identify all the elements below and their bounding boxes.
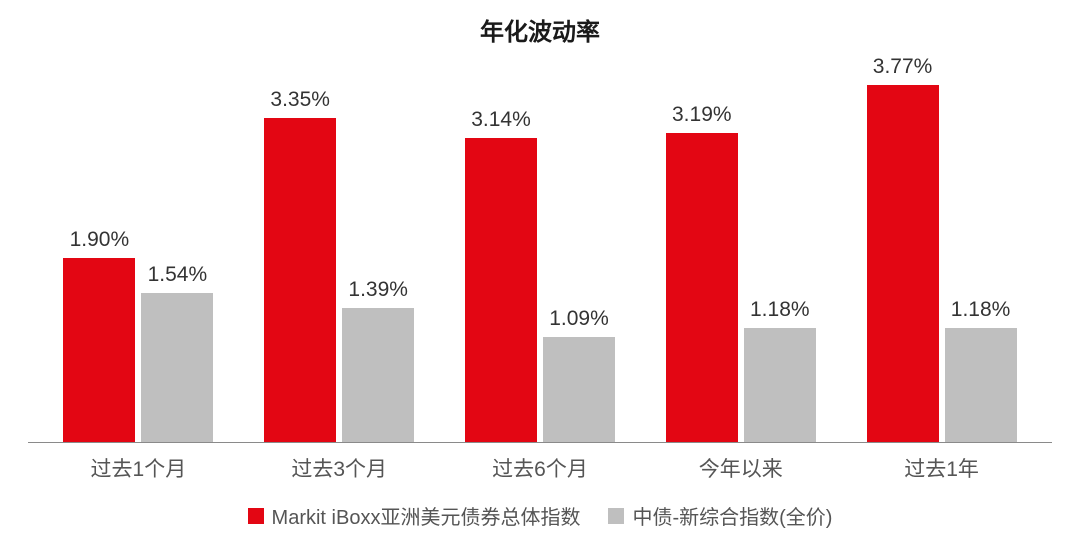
legend-swatch-icon xyxy=(608,508,624,524)
bar-wrapper: 1.39% xyxy=(342,55,414,442)
x-axis: 过去1个月过去3个月过去6个月今年以来过去1年 xyxy=(28,443,1052,483)
legend-label: 中债-新综合指数(全价) xyxy=(632,501,832,530)
bar xyxy=(867,85,939,442)
bar xyxy=(945,328,1017,442)
bar xyxy=(264,118,336,442)
bar-value-label: 1.18% xyxy=(750,298,810,322)
bar-wrapper: 1.09% xyxy=(543,55,615,442)
legend-swatch-icon xyxy=(248,508,264,524)
bar-group: 3.19% 1.18% xyxy=(640,55,841,442)
bar-value-label: 1.09% xyxy=(549,307,609,331)
bar-group: 3.77% 1.18% xyxy=(841,55,1042,442)
bar xyxy=(141,293,213,442)
bar xyxy=(465,138,537,442)
x-axis-tick: 过去1年 xyxy=(841,453,1042,483)
bar-group: 3.35% 1.39% xyxy=(239,55,440,442)
legend-item: 中债-新综合指数(全价) xyxy=(608,501,832,530)
bar-group: 1.90% 1.54% xyxy=(38,55,239,442)
bar xyxy=(342,308,414,442)
bar xyxy=(63,258,135,442)
chart-container: 年化波动率 1.90% 1.54% 3.35% 1.39% 3.14% 1.09% 3.19… xyxy=(0,0,1080,540)
bar-wrapper: 1.18% xyxy=(744,55,816,442)
bar-wrapper: 1.90% xyxy=(63,55,135,442)
bar-value-label: 1.39% xyxy=(348,278,408,302)
legend-label: Markit iBoxx亚洲美元债券总体指数 xyxy=(272,501,581,530)
bar-wrapper: 3.77% xyxy=(867,55,939,442)
bar-value-label: 3.14% xyxy=(471,108,531,132)
bar xyxy=(543,337,615,442)
bar-value-label: 3.77% xyxy=(873,55,933,79)
bar-value-label: 1.18% xyxy=(951,298,1011,322)
legend-item: Markit iBoxx亚洲美元债券总体指数 xyxy=(248,501,581,530)
bar-wrapper: 3.19% xyxy=(666,55,738,442)
bar xyxy=(666,133,738,442)
bar-value-label: 3.35% xyxy=(270,88,330,112)
bar-value-label: 1.54% xyxy=(148,263,208,287)
legend: Markit iBoxx亚洲美元债券总体指数 中债-新综合指数(全价) xyxy=(28,501,1052,530)
x-axis-tick: 过去3个月 xyxy=(239,453,440,483)
bar-wrapper: 1.54% xyxy=(141,55,213,442)
chart-title: 年化波动率 xyxy=(28,12,1052,47)
bar-group: 3.14% 1.09% xyxy=(440,55,641,442)
x-axis-tick: 今年以来 xyxy=(640,453,841,483)
bar-wrapper: 3.35% xyxy=(264,55,336,442)
x-axis-tick: 过去1个月 xyxy=(38,453,239,483)
bar xyxy=(744,328,816,442)
x-axis-tick: 过去6个月 xyxy=(440,453,641,483)
bar-wrapper: 3.14% xyxy=(465,55,537,442)
bar-wrapper: 1.18% xyxy=(945,55,1017,442)
bar-value-label: 3.19% xyxy=(672,103,732,127)
plot-area: 1.90% 1.54% 3.35% 1.39% 3.14% 1.09% 3.19% 1.18%… xyxy=(28,55,1052,443)
bar-value-label: 1.90% xyxy=(70,228,130,252)
